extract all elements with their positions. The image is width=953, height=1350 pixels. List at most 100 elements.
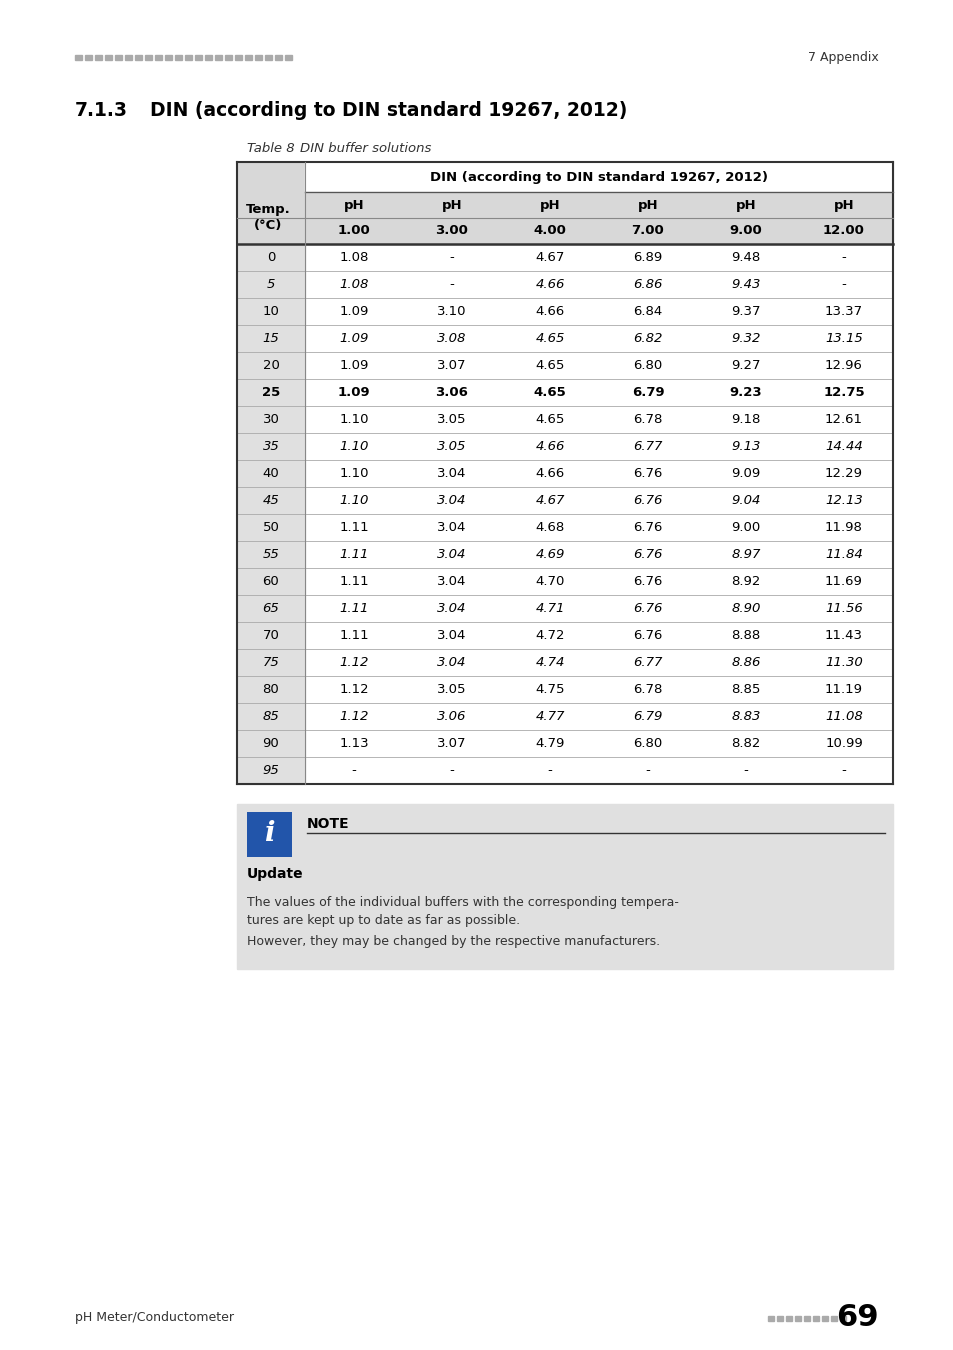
- Bar: [236, 352, 305, 379]
- Text: 3.04: 3.04: [436, 575, 466, 589]
- Text: 4.72: 4.72: [535, 629, 564, 643]
- Text: 25: 25: [262, 386, 280, 400]
- Text: 11.56: 11.56: [824, 602, 862, 616]
- Text: 7.1.3: 7.1.3: [75, 100, 128, 120]
- Text: 4.67: 4.67: [535, 494, 564, 508]
- Text: 8.86: 8.86: [731, 656, 760, 670]
- Text: 8.82: 8.82: [731, 737, 760, 751]
- Text: 4.66: 4.66: [535, 305, 564, 319]
- Text: 6.76: 6.76: [633, 494, 662, 508]
- Bar: [174, 55, 182, 59]
- Bar: [236, 162, 892, 244]
- Text: i: i: [264, 819, 274, 846]
- Text: 11.08: 11.08: [824, 710, 862, 724]
- Bar: [776, 1316, 782, 1322]
- Text: 75: 75: [262, 656, 279, 670]
- Text: 11.30: 11.30: [824, 656, 862, 670]
- Bar: [236, 271, 305, 298]
- Text: 1.10: 1.10: [339, 413, 369, 427]
- Text: 3.07: 3.07: [436, 737, 466, 751]
- Text: Update: Update: [247, 867, 303, 882]
- Text: 13.37: 13.37: [824, 305, 862, 319]
- Text: 15: 15: [262, 332, 279, 346]
- Text: -: -: [449, 764, 454, 778]
- Text: 1.09: 1.09: [337, 386, 370, 400]
- Text: 40: 40: [262, 467, 279, 481]
- Bar: [236, 487, 305, 514]
- Text: 12.29: 12.29: [824, 467, 862, 481]
- Text: 12.96: 12.96: [824, 359, 862, 373]
- Text: tures are kept up to date as far as possible.: tures are kept up to date as far as poss…: [247, 914, 519, 927]
- Text: 7 Appendix: 7 Appendix: [807, 50, 878, 63]
- Text: -: -: [449, 251, 454, 265]
- Text: 4.66: 4.66: [535, 278, 564, 292]
- Text: 80: 80: [262, 683, 279, 697]
- Text: 8.88: 8.88: [731, 629, 760, 643]
- Text: pH: pH: [735, 198, 756, 212]
- Text: 8.85: 8.85: [731, 683, 760, 697]
- Text: 4.68: 4.68: [535, 521, 564, 535]
- Text: 4.65: 4.65: [533, 386, 566, 400]
- Text: -: -: [449, 278, 454, 292]
- Bar: [236, 730, 305, 757]
- Text: 30: 30: [262, 413, 279, 427]
- Bar: [785, 1316, 791, 1322]
- Text: 4.69: 4.69: [535, 548, 564, 562]
- Text: Table 8: Table 8: [247, 142, 294, 154]
- Text: 7.00: 7.00: [631, 224, 663, 238]
- Text: 3.07: 3.07: [436, 359, 466, 373]
- Text: 20: 20: [262, 359, 279, 373]
- Text: DIN buffer solutions: DIN buffer solutions: [299, 142, 431, 154]
- Text: 6.78: 6.78: [633, 683, 662, 697]
- Text: 6.76: 6.76: [633, 629, 662, 643]
- Text: 6.76: 6.76: [633, 521, 662, 535]
- Text: 50: 50: [262, 521, 279, 535]
- Bar: [245, 55, 252, 59]
- Text: 1.12: 1.12: [339, 710, 368, 724]
- Text: NOTE: NOTE: [307, 817, 349, 832]
- Bar: [236, 805, 892, 969]
- Text: 70: 70: [262, 629, 279, 643]
- Bar: [236, 649, 305, 676]
- Text: 9.09: 9.09: [731, 467, 760, 481]
- Text: 6.80: 6.80: [633, 737, 662, 751]
- Text: 4.70: 4.70: [535, 575, 564, 589]
- Text: -: -: [352, 764, 356, 778]
- Text: 4.71: 4.71: [535, 602, 564, 616]
- Text: 1.00: 1.00: [337, 224, 370, 238]
- Text: pH: pH: [637, 198, 658, 212]
- Text: 3.10: 3.10: [436, 305, 466, 319]
- Text: 11.43: 11.43: [824, 629, 862, 643]
- Text: 1.09: 1.09: [339, 359, 368, 373]
- Bar: [236, 244, 305, 271]
- Text: -: -: [547, 764, 552, 778]
- Text: 1.11: 1.11: [339, 629, 369, 643]
- Bar: [305, 162, 892, 192]
- Text: pH: pH: [833, 198, 854, 212]
- Text: 4.65: 4.65: [535, 332, 564, 346]
- Text: 3.04: 3.04: [436, 629, 466, 643]
- Bar: [236, 325, 305, 352]
- Text: 3.04: 3.04: [436, 656, 466, 670]
- Text: 1.11: 1.11: [339, 521, 369, 535]
- Bar: [234, 55, 242, 59]
- Text: The values of the individual buffers with the corresponding tempera-: The values of the individual buffers wit…: [247, 896, 679, 909]
- Text: 1.12: 1.12: [339, 656, 368, 670]
- Bar: [185, 55, 192, 59]
- Text: 1.08: 1.08: [339, 251, 368, 265]
- Text: 3.04: 3.04: [436, 548, 466, 562]
- Text: 6.79: 6.79: [631, 386, 663, 400]
- Text: 6.79: 6.79: [633, 710, 662, 724]
- Text: 11.69: 11.69: [824, 575, 862, 589]
- Text: 55: 55: [262, 548, 279, 562]
- Text: 4.65: 4.65: [535, 359, 564, 373]
- Text: 9.32: 9.32: [731, 332, 760, 346]
- Text: 1.09: 1.09: [339, 305, 368, 319]
- Bar: [95, 55, 102, 59]
- Bar: [236, 568, 305, 595]
- Text: 6.78: 6.78: [633, 413, 662, 427]
- Text: 4.79: 4.79: [535, 737, 564, 751]
- Bar: [236, 406, 305, 433]
- Text: 95: 95: [262, 764, 279, 778]
- Text: 8.92: 8.92: [731, 575, 760, 589]
